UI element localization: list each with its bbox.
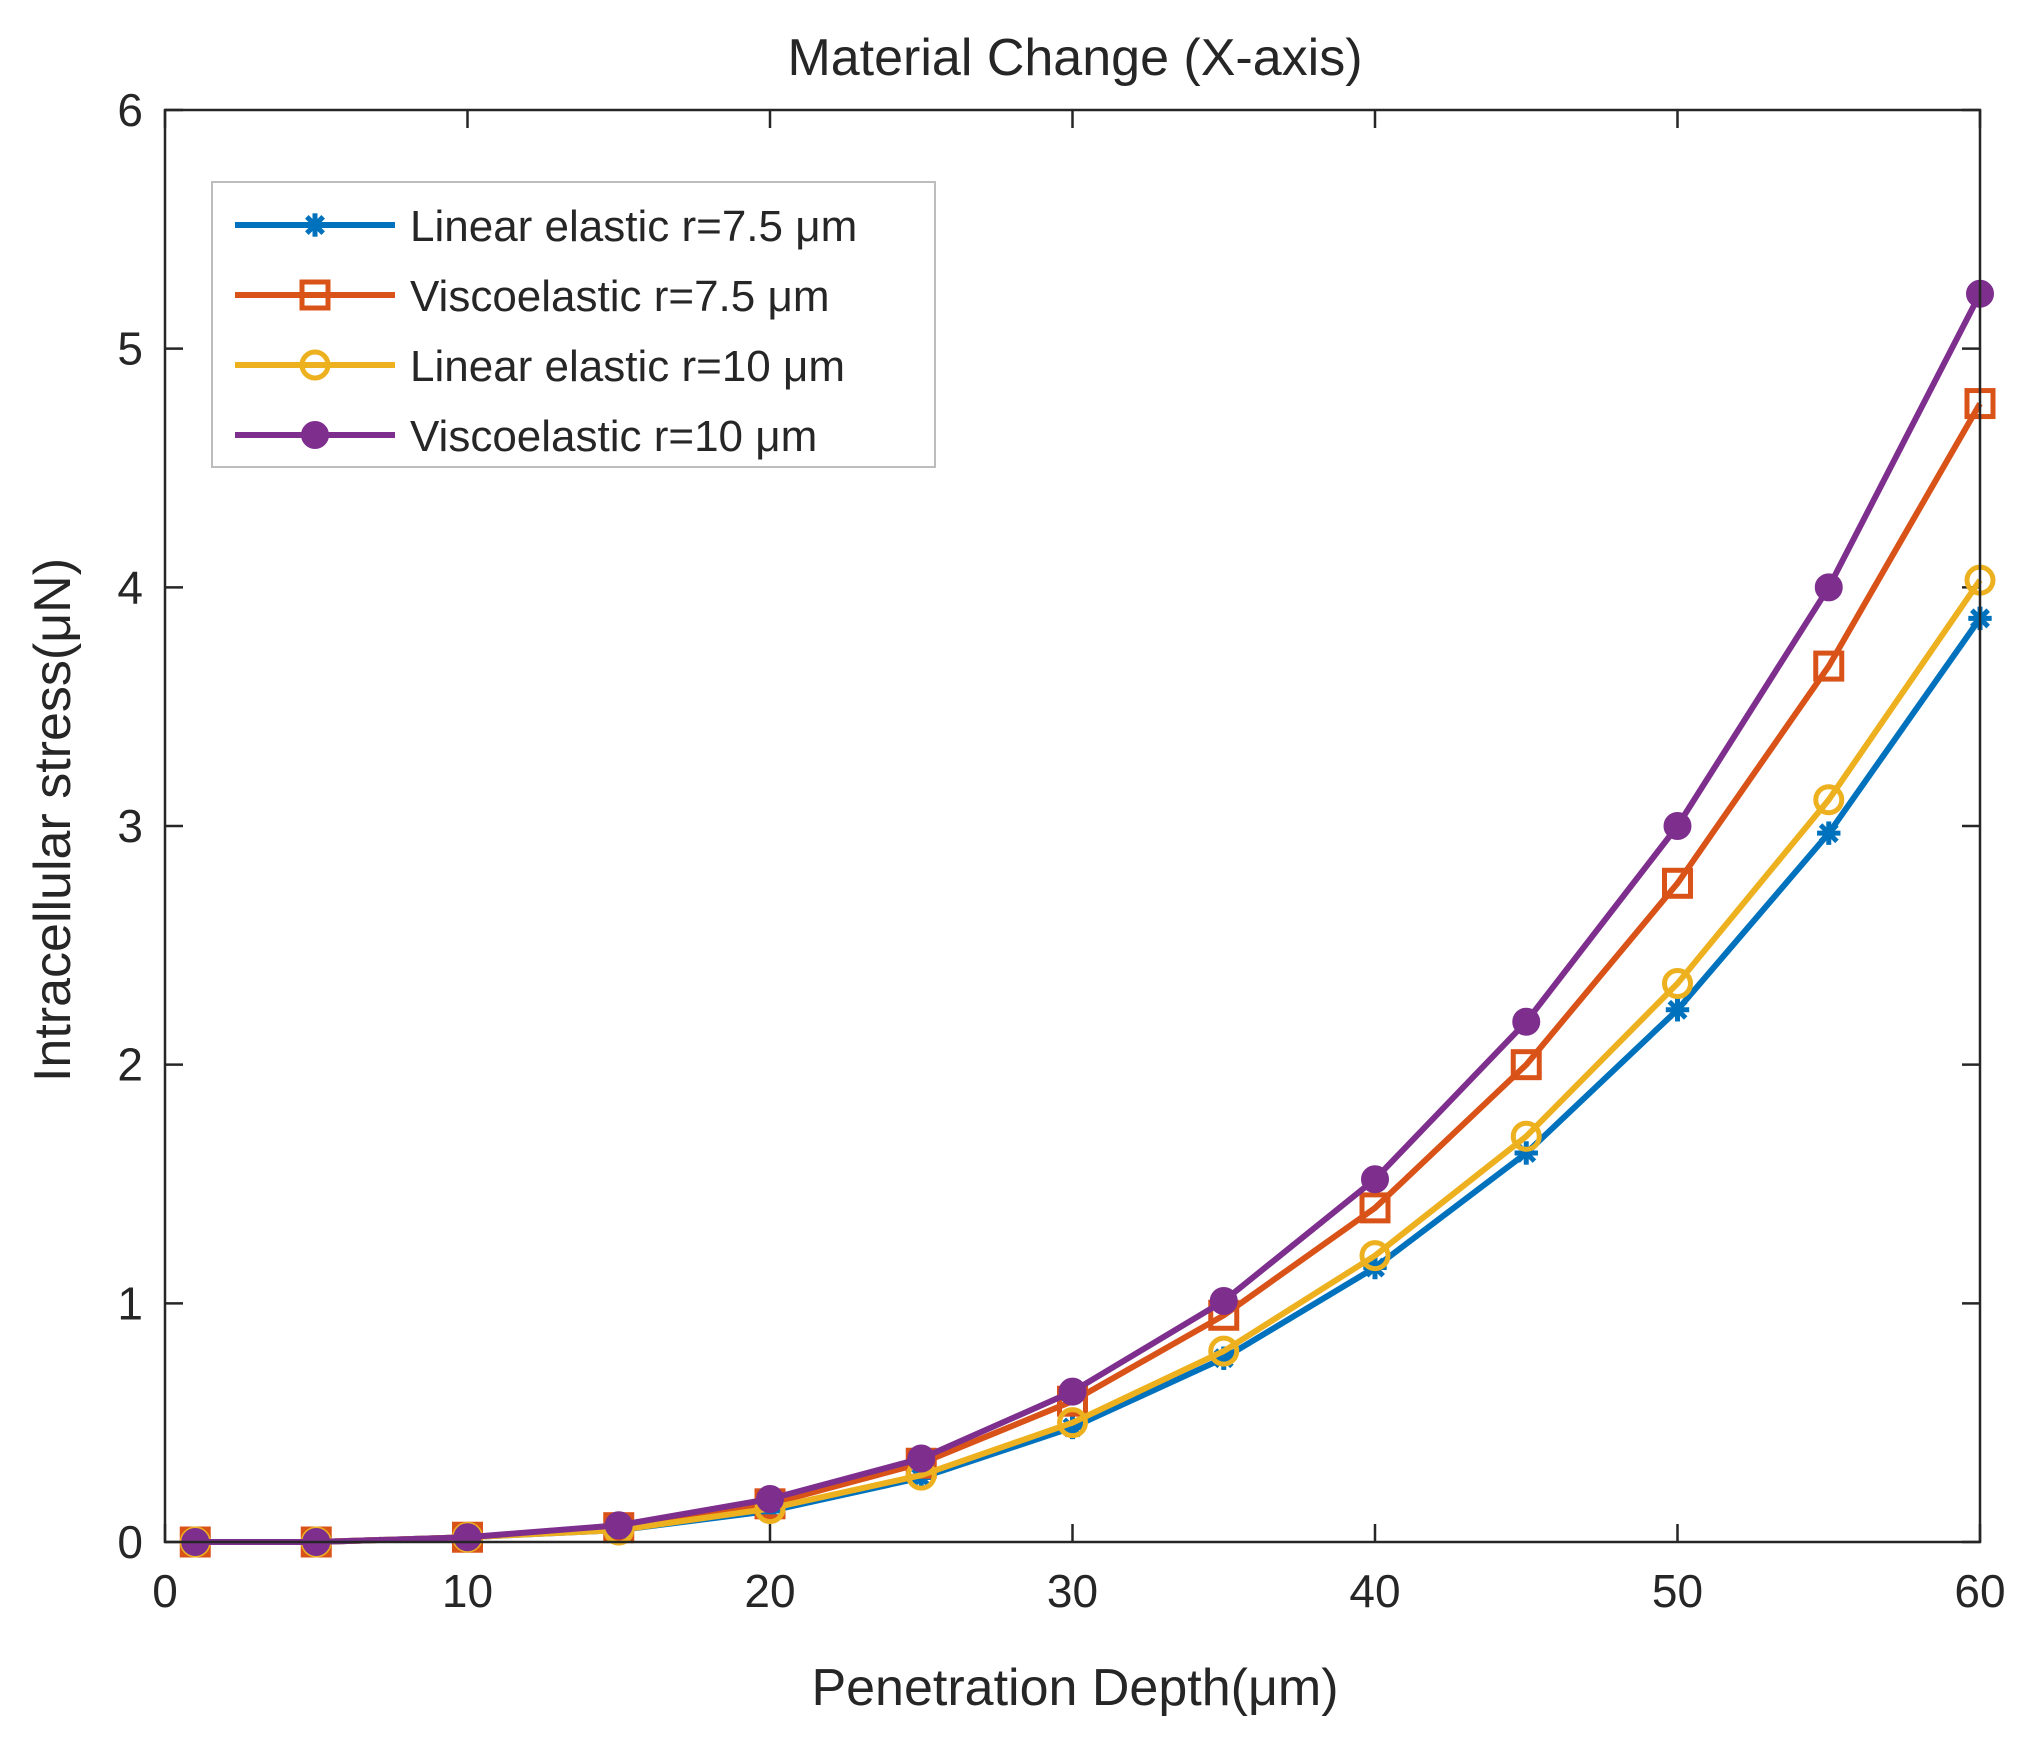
data-point-circle	[1510, 1120, 1542, 1152]
x-tick-label: 10	[442, 1565, 493, 1617]
legend: Linear elastic r=7.5 μm Viscoelastic r=7.…	[211, 181, 936, 468]
plot-frame	[163, 108, 1982, 1544]
axis-ticks: 0 10 20 30 40 50 60 0 1 2 3 4 5 6	[117, 84, 2005, 1617]
data-point-circle	[1813, 784, 1845, 816]
x-tick-label: 60	[1954, 1565, 2005, 1617]
y-tick-label: 4	[117, 561, 143, 613]
x-tick-label: 20	[744, 1565, 795, 1617]
data-point-filled-circle	[1361, 1165, 1389, 1194]
data-point-circle	[299, 349, 331, 381]
data-point-circle	[1662, 968, 1693, 1000]
data-point-filled-circle	[604, 1511, 633, 1540]
star-stroke	[1667, 999, 1688, 1020]
x-tick-label: 30	[1047, 1565, 1098, 1617]
star-stroke	[305, 215, 325, 235]
data-point-filled-circle	[1058, 1377, 1087, 1406]
legend-label: Linear elastic r=10 μm	[410, 342, 845, 391]
legend-entry: Linear elastic r=7.5 μm	[235, 202, 857, 251]
y-tick-label: 0	[117, 1516, 143, 1568]
y-tick-label: 1	[117, 1277, 143, 1329]
data-point-square	[1510, 1049, 1542, 1081]
legend-label: Viscoelastic r=10 μm	[410, 412, 817, 461]
data-point-filled-circle	[1512, 1007, 1541, 1036]
x-tick-label: 0	[152, 1565, 178, 1617]
legend-entry: Viscoelastic r=7.5 μm	[235, 272, 829, 321]
data-point-circle	[1057, 1407, 1088, 1439]
data-point-square	[1662, 867, 1693, 899]
data-point-circle	[1208, 1335, 1240, 1367]
data-point-square	[1359, 1192, 1391, 1224]
y-tick-label: 2	[117, 1039, 143, 1091]
legend-label: Viscoelastic r=7.5 μm	[410, 272, 829, 321]
data-point-star	[303, 213, 327, 237]
y-tick-label: 6	[117, 84, 143, 136]
data-point-square	[299, 279, 331, 311]
data-point-filled-circle	[301, 421, 329, 449]
data-point-circle	[1359, 1240, 1391, 1272]
data-point-filled-circle	[1814, 573, 1843, 602]
x-axis-label: Penetration Depth(μm)	[811, 1659, 1338, 1717]
data-point-square	[1813, 650, 1845, 682]
chart-title: Material Change (X-axis)	[787, 29, 1362, 87]
data-point-star	[1817, 821, 1841, 845]
legend-entry: Linear elastic r=10 μm	[235, 342, 845, 391]
data-point-filled-circle	[453, 1523, 482, 1552]
data-point-star	[1665, 998, 1690, 1022]
legend-entry: Viscoelastic r=10 μm	[235, 412, 817, 461]
legend-box	[211, 181, 936, 468]
data-point-filled-circle	[1663, 812, 1692, 840]
x-tick-label: 40	[1349, 1565, 1400, 1617]
x-tick-label: 50	[1652, 1565, 1703, 1617]
data-point-filled-circle	[1209, 1286, 1238, 1315]
data-point-filled-circle	[756, 1485, 784, 1514]
legend-label: Linear elastic r=7.5 μm	[410, 202, 857, 251]
y-tick-label: 3	[117, 800, 143, 852]
y-axis-label: Intracellular stress(μN)	[24, 558, 82, 1082]
data-point-filled-circle	[907, 1444, 936, 1473]
star-stroke	[1818, 823, 1839, 844]
y-tick-label: 5	[117, 323, 143, 375]
series-4	[181, 279, 1994, 1556]
